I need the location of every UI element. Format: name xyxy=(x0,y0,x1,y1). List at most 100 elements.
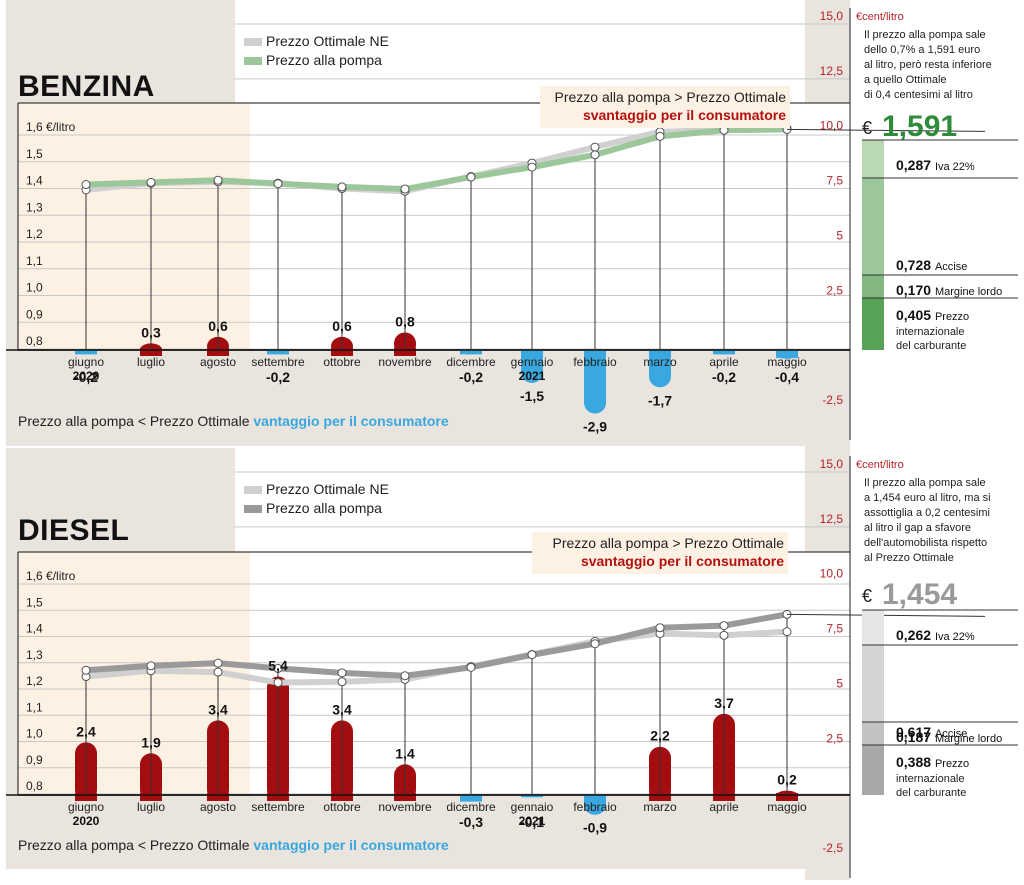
svantaggio-box xyxy=(540,86,790,128)
difference-bar-negative xyxy=(584,350,606,414)
right-axis-tick: 15,0 xyxy=(820,457,844,471)
breakdown-value: 0,728 xyxy=(896,257,935,273)
difference-label: -1,7 xyxy=(648,392,672,408)
pompa-point xyxy=(590,150,600,160)
difference-bar-negative xyxy=(521,350,543,383)
difference-label: 2,4 xyxy=(76,723,96,739)
difference-label: -0,9 xyxy=(583,820,607,836)
left-axis-tick: 1,0 xyxy=(26,281,43,295)
month-label: agosto xyxy=(200,355,236,369)
difference-label: 0,6 xyxy=(208,318,228,334)
difference-label: 3,4 xyxy=(208,701,228,717)
left-axis-tick: 1,4 xyxy=(26,622,43,636)
left-axis-tick: 1,1 xyxy=(26,254,43,268)
month-label: febbraio xyxy=(573,355,617,369)
right-axis-tick: 5 xyxy=(836,228,843,242)
breakdown-label: Accise xyxy=(935,728,967,740)
price-currency: € xyxy=(862,118,872,138)
month-label: maggio xyxy=(767,800,807,814)
left-axis-tick: 1,2 xyxy=(26,227,43,241)
difference-bar-base xyxy=(713,793,735,801)
difference-bar-base xyxy=(75,350,97,355)
pompa-point xyxy=(213,175,223,185)
month-label: maggio xyxy=(767,355,807,369)
legend-ottimale-swatch xyxy=(244,486,262,494)
breakdown-segment xyxy=(862,645,884,722)
legend-ottimale-label: Prezzo Ottimale NE xyxy=(266,33,389,49)
month-label: gennaio xyxy=(511,355,554,369)
vantaggio-caption: Prezzo alla pompa < Prezzo Ottimale vant… xyxy=(18,413,449,429)
left-axis-unit: 1,6 €/litro xyxy=(26,120,76,134)
left-axis-tick: 1,5 xyxy=(26,147,43,161)
right-axis-tick: 7,5 xyxy=(826,174,843,188)
month-label: luglio xyxy=(137,355,165,369)
right-axis-unit: €cent/litro xyxy=(856,11,904,23)
difference-bar-base xyxy=(331,793,353,801)
left-axis-tick: 0,9 xyxy=(26,753,43,767)
pompa-point xyxy=(527,162,537,172)
month-label: giugno xyxy=(68,800,104,814)
breakdown-item: 0,262 Iva 22% xyxy=(896,627,975,643)
svantaggio-line2: svantaggio per il consumatore xyxy=(581,553,784,569)
difference-bar-base xyxy=(394,348,416,356)
year-label: 2021 xyxy=(519,369,546,383)
pompa-point xyxy=(527,650,537,660)
left-axis-tick: 1,3 xyxy=(26,200,43,214)
breakdown-value: 0,262 xyxy=(896,627,935,643)
difference-label: 1,4 xyxy=(395,745,415,761)
left-axis-unit: 1,6 €/litro xyxy=(26,569,76,583)
difference-bar-negative xyxy=(649,350,671,388)
note-line: al litro, però resta inferiore xyxy=(864,59,992,71)
breakdown-label: Prezzo xyxy=(935,758,969,770)
year-label: 2021 xyxy=(519,814,546,828)
difference-bar-base xyxy=(521,350,543,358)
difference-label: -0,3 xyxy=(459,814,483,830)
pompa-line xyxy=(85,126,788,193)
month-label: febbraio xyxy=(573,800,617,814)
difference-label: -0,2 xyxy=(266,369,290,385)
note-line: dello 0,7% a 1,591 euro xyxy=(864,44,980,56)
difference-label: 2,2 xyxy=(650,728,670,744)
note-line: assottiglia a 0,2 centesimi xyxy=(864,507,990,519)
right-axis-tick: 10,0 xyxy=(820,567,844,581)
vantaggio-line1: Prezzo alla pompa < Prezzo Ottimale xyxy=(18,413,253,429)
ottimale-point xyxy=(782,627,792,637)
breakdown-label: Prezzo xyxy=(935,311,969,323)
month-label: dicembre xyxy=(446,355,496,369)
right-axis-tick: 2,5 xyxy=(826,283,843,297)
breakdown-label: Margine lordo xyxy=(935,733,1002,745)
price-value: 1,591 xyxy=(882,110,957,143)
vantaggio-caption: Prezzo alla pompa < Prezzo Ottimale vant… xyxy=(18,837,449,853)
right-axis-tick: 7,5 xyxy=(826,622,843,636)
difference-label: -1,5 xyxy=(520,388,544,404)
legend-ottimale-swatch xyxy=(244,38,262,46)
month-label: marzo xyxy=(643,800,677,814)
left-margin-background xyxy=(6,103,18,350)
ottimale-point xyxy=(337,677,347,687)
vantaggio-line2: vantaggio per il consumatore xyxy=(253,413,448,429)
left-axis-tick: 0,8 xyxy=(26,779,43,793)
right-axis-tick: 12,5 xyxy=(820,512,844,526)
pompa-point xyxy=(81,180,91,190)
left-axis-tick: 1,2 xyxy=(26,674,43,688)
legend-pompa-swatch xyxy=(244,505,262,513)
difference-bar-base xyxy=(267,793,289,801)
pompa-point xyxy=(655,131,665,141)
breakdown-value: 0,405 xyxy=(896,307,935,323)
ottimale-point xyxy=(273,678,283,688)
difference-bar-base xyxy=(207,793,229,801)
note-line: dell'automobilista rispetto xyxy=(864,537,987,549)
month-label: novembre xyxy=(378,355,432,369)
month-label: giugno xyxy=(68,355,104,369)
difference-bar-base xyxy=(713,350,735,355)
difference-bar-base xyxy=(75,793,97,801)
difference-label: -0,2 xyxy=(459,369,483,385)
difference-label: -0,2 xyxy=(712,369,736,385)
difference-label: 0,2 xyxy=(777,772,797,788)
breakdown-item: 0,170 Margine lordo xyxy=(896,282,1002,298)
note-line: di 0,4 centesimi al litro xyxy=(864,89,973,101)
breakdown-segment xyxy=(862,610,884,645)
pompa-point xyxy=(466,172,476,182)
vantaggio-line2: vantaggio per il consumatore xyxy=(253,837,448,853)
diesel-panel: 1,6 €/litro 1,5 1,4 1,3 1,2 1,1 1,0 0,9 0,8 15,0 1… xyxy=(6,448,1018,880)
